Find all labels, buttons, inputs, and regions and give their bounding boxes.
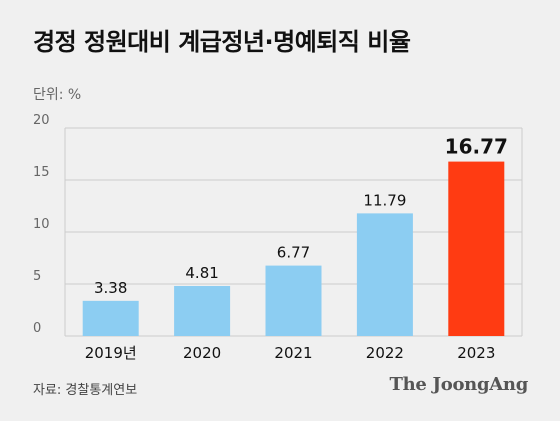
y-tick-label: 15: [33, 165, 50, 180]
x-tick-label: 2020: [183, 344, 221, 362]
bar: [356, 213, 413, 336]
y-tick-label: 10: [33, 217, 50, 232]
brand-logo: The JoongAng: [389, 374, 529, 395]
unit-label: 단위: %: [33, 87, 82, 103]
y-tick-label: 0: [33, 321, 41, 336]
source-note: 자료: 경찰통계연보: [33, 383, 138, 398]
bar: [82, 300, 139, 336]
x-tick-label: 2021: [274, 344, 312, 362]
chart-title: 경정 정원대비 계급정년·명예퇴직 비율: [33, 28, 411, 56]
y-tick-label: 5: [33, 269, 41, 284]
data-label: 11.79: [363, 191, 406, 209]
x-tick-label: 2022: [366, 344, 404, 362]
x-tick-label: 2023: [457, 344, 495, 362]
data-label: 4.81: [185, 264, 218, 282]
bar: [174, 285, 231, 336]
data-label: 3.38: [94, 279, 127, 297]
data-label: 16.77: [445, 135, 508, 159]
bar: [448, 161, 505, 336]
data-label: 6.77: [277, 244, 310, 262]
bar: [265, 265, 322, 336]
y-tick-label: 20: [33, 113, 50, 128]
x-tick-label: 2019년: [85, 344, 137, 362]
